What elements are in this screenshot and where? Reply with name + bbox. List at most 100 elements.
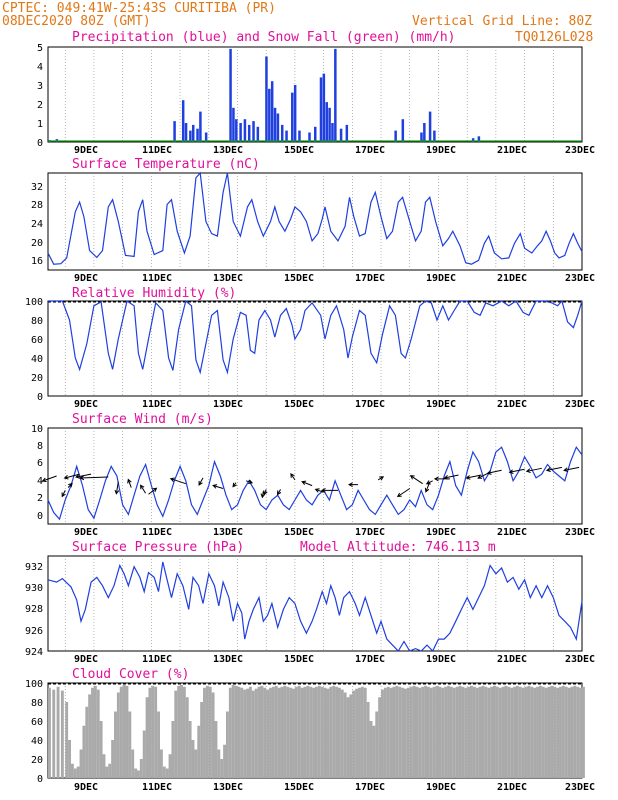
cloud-bar — [366, 702, 370, 778]
cloud-title: Cloud Cover (%) — [72, 667, 189, 682]
cloud-bar — [550, 685, 554, 778]
cloud-bar — [148, 687, 152, 778]
cloud-bar — [564, 686, 568, 778]
cloud-bar — [274, 685, 278, 778]
cloud-bar — [418, 687, 422, 778]
pres-plot — [47, 556, 583, 653]
wind-arrow — [486, 469, 502, 475]
cloud-bar — [108, 763, 112, 778]
cloud-bar — [171, 721, 175, 778]
precip-bar — [229, 48, 232, 142]
cloud-bar — [145, 697, 149, 778]
wind-arrow — [320, 488, 338, 493]
cloud-bar — [91, 687, 94, 778]
cloud-bar — [128, 711, 132, 778]
cloud-bar — [119, 686, 123, 778]
cloud-bar — [530, 686, 534, 778]
rh-xtick: 17DEC — [355, 399, 385, 410]
precip-bar — [285, 130, 288, 142]
wind-arrow — [79, 475, 109, 481]
cloud-bar — [306, 685, 310, 778]
wind-arrow — [314, 488, 324, 493]
cloud-xtick: 23DEC — [565, 782, 595, 793]
precip-bar — [339, 128, 343, 142]
cloud-bar — [404, 688, 407, 778]
cloud-bar — [398, 686, 402, 778]
header-station: CPTEC: 049:41W-25:43S CURITIBA (PR) — [2, 1, 276, 16]
pres-yticks: 924 926 928 930 932 — [25, 562, 43, 658]
rh-plot — [48, 299, 583, 396]
cloud-bar — [237, 686, 241, 778]
precip-bar — [328, 107, 331, 142]
rh-xtick: 21DEC — [497, 399, 527, 410]
precip-bar — [345, 124, 349, 142]
precip-yticks: 0 1 2 3 4 5 — [37, 43, 43, 149]
temp-ytick: 28 — [31, 200, 43, 211]
cloud-bar — [52, 689, 56, 778]
cloud-bar — [490, 686, 494, 778]
pres-xtick: 11DEC — [142, 654, 172, 665]
cloud-bar — [487, 687, 491, 778]
cloud-bar — [254, 688, 258, 778]
cloud-bar — [395, 685, 399, 778]
pres-ytick: 928 — [25, 604, 43, 615]
precip-bar — [243, 119, 247, 142]
wind-title: Surface Wind (m/s) — [72, 412, 213, 427]
pres-xtick: 21DEC — [497, 654, 527, 665]
cloud-bar — [570, 686, 574, 778]
precip-ytick: 0 — [37, 138, 43, 149]
pres-ytick: 930 — [25, 583, 43, 594]
cloud-bar — [315, 686, 318, 778]
cloud-ytick: 100 — [25, 679, 43, 690]
cloud-xtick: 21DEC — [497, 782, 527, 793]
wind-arrow — [301, 480, 313, 487]
precip-bar — [394, 130, 397, 142]
cloud-bar — [125, 685, 129, 778]
cloud-ytick: 80 — [31, 698, 43, 709]
cloud-bar — [211, 692, 215, 778]
cloud-bar — [576, 686, 580, 778]
cloud-bar — [266, 689, 270, 778]
cloud-bar — [137, 770, 140, 778]
wind-xtick: 13DEC — [213, 527, 243, 538]
cloud-bar — [323, 687, 327, 778]
wind-arrow — [75, 473, 92, 479]
wind-yticks: 0 2 4 6 8 10 — [31, 424, 43, 522]
cloud-bar — [277, 687, 281, 778]
cloud-bar — [111, 740, 115, 778]
precip-bar — [308, 132, 311, 142]
cloud-bar — [406, 687, 410, 778]
cloud-bar — [337, 687, 341, 778]
cloud-bar — [470, 685, 473, 778]
wind-arrow — [263, 489, 268, 496]
temp-xtick: 13DEC — [213, 273, 243, 284]
rh-xticks: 9DEC 11DEC 13DEC 15DEC 17DEC 19DEC 21DEC… — [74, 399, 595, 410]
cloud-xtick: 19DEC — [426, 782, 456, 793]
cloud-bar — [257, 686, 261, 778]
wind-xtick: 11DEC — [142, 527, 172, 538]
cloud-bar — [513, 686, 516, 778]
cloud-bar — [226, 711, 229, 778]
rh-panel: 0 20 40 60 80 100 9DEC 11DEC 13DEC 15DEC… — [25, 297, 595, 410]
cloud-bar — [544, 687, 548, 778]
rh-ytick: 0 — [37, 392, 43, 403]
cloud-bar — [220, 759, 224, 778]
wind-arrow — [169, 477, 186, 485]
wind-ytick: 0 — [37, 511, 43, 522]
pres-ytick: 926 — [25, 626, 43, 637]
precip-xtick: 11DEC — [142, 145, 172, 156]
cloud-bar — [82, 725, 86, 778]
cloud-bar — [386, 686, 390, 778]
cloud-bar — [412, 685, 416, 778]
cloud-bar — [292, 688, 295, 778]
cloud-bar — [214, 721, 218, 778]
cloud-bar — [102, 754, 106, 778]
precip-bar — [334, 48, 337, 142]
precip-plot — [48, 47, 582, 142]
cloud-bar — [159, 749, 163, 778]
precip-bar — [273, 107, 277, 142]
cloud-bar — [475, 687, 479, 778]
cloud-bar — [363, 687, 367, 778]
rh-yticks: 0 20 40 60 80 100 — [25, 297, 43, 403]
cloud-bar — [383, 687, 387, 778]
